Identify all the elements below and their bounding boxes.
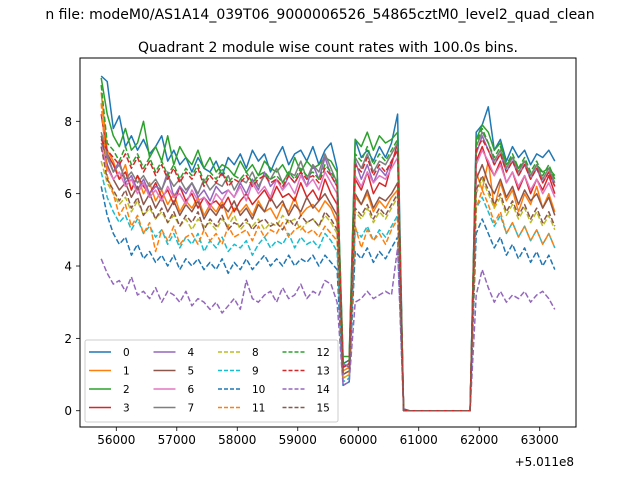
legend-label-1: 1: [123, 366, 130, 378]
x-tick-label: 62000: [460, 433, 498, 447]
series-line-14: [100, 247, 556, 412]
figure-suptitle: n file: modeM0/AS1A14_039T06_9000006526_…: [45, 7, 594, 23]
legend-label-2: 2: [123, 384, 130, 396]
chart-title: Quadrant 2 module wise count rates with …: [138, 40, 518, 56]
series-line-10: [100, 186, 556, 412]
legend-label-10: 10: [252, 384, 265, 396]
x-tick-label: 57000: [158, 433, 196, 447]
y-tick-label: 6: [64, 187, 72, 201]
series-line-13: [100, 138, 556, 412]
series-line-7: [100, 131, 556, 412]
legend-label-15: 15: [317, 403, 330, 415]
legend-label-4: 4: [188, 347, 195, 359]
legend-label-0: 0: [123, 347, 130, 359]
legend-label-13: 13: [317, 366, 330, 378]
x-tick-label: 60000: [339, 433, 377, 447]
legend-label-11: 11: [252, 403, 265, 415]
series-line-9: [100, 171, 556, 412]
legend-label-14: 14: [317, 384, 331, 396]
y-tick-label: 8: [64, 115, 72, 129]
y-tick-label: 2: [64, 332, 72, 346]
x-tick-label: 63000: [521, 433, 559, 447]
x-tick-label: 56000: [97, 433, 135, 447]
x-offset-label: +5.011e8: [515, 455, 574, 469]
x-tick-label: 58000: [218, 433, 256, 447]
y-tick-label: 4: [64, 260, 72, 274]
series-line-6: [100, 146, 556, 412]
legend-label-9: 9: [252, 366, 259, 378]
legend-label-3: 3: [123, 403, 130, 415]
legend-label-6: 6: [188, 384, 195, 396]
x-axis: 56000 57000 58000 59000 60000 61000 62000 63000: [97, 427, 559, 447]
y-tick-label: 0: [64, 404, 72, 418]
legend-label-7: 7: [188, 403, 195, 415]
series-line-5: [100, 135, 556, 412]
series-layer: [100, 75, 556, 412]
plot-frame: [79, 57, 577, 428]
legend-box: [84, 339, 339, 423]
x-tick-label: 61000: [400, 433, 438, 447]
legend-label-5: 5: [188, 366, 195, 378]
y-axis: 0 2 4 6 8: [64, 115, 80, 418]
x-tick-label: 59000: [279, 433, 317, 447]
legend-label-8: 8: [252, 347, 259, 359]
series-line-15: [100, 146, 556, 412]
legend-label-12: 12: [317, 347, 330, 359]
series-line-12: [100, 85, 556, 412]
series-line-11: [100, 103, 556, 412]
